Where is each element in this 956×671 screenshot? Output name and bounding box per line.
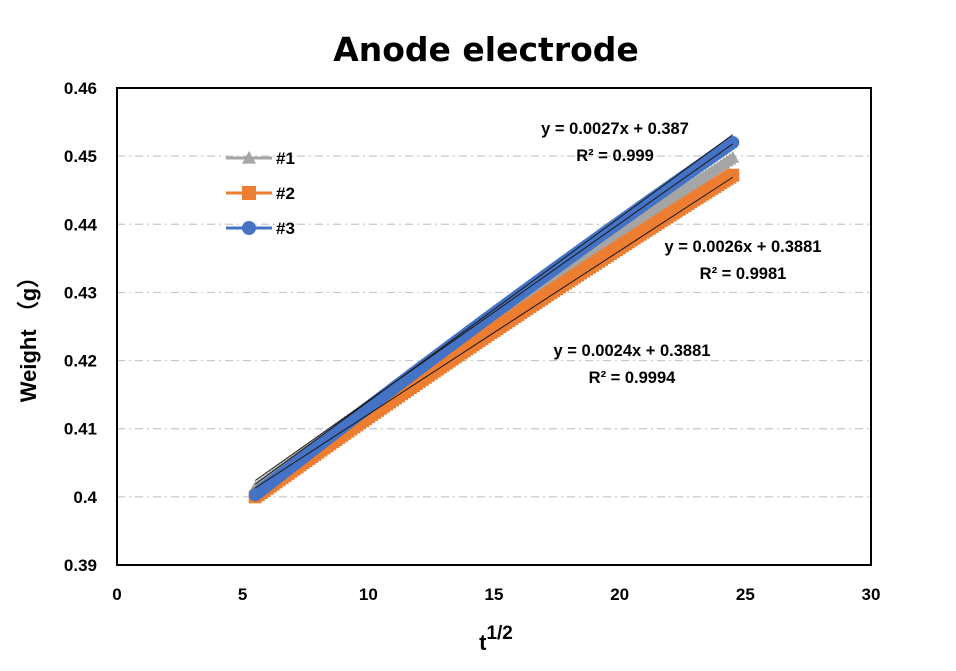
trendline: [254, 176, 734, 489]
x-tick-label: 15: [485, 585, 504, 604]
data-point: [726, 151, 740, 163]
legend-label: #2: [276, 184, 295, 203]
trend-annotation-3: y = 0.0026x + 0.3881 R² = 0.9981: [665, 238, 822, 283]
legend-marker: [242, 221, 256, 235]
legend-label: #1: [276, 149, 295, 168]
x-tick-label: 30: [862, 585, 881, 604]
equation-series-1: y = 0.0027x + 0.387: [541, 120, 689, 138]
x-axis-label-sup: 1/2: [486, 623, 512, 644]
equation-series-3: y = 0.0026x + 0.3881: [665, 238, 822, 256]
chart-title: Anode electrode: [333, 30, 639, 69]
y-tick-label: 0.41: [64, 420, 97, 439]
r2-series-2: R² = 0.9994: [589, 369, 677, 387]
equation-series-2: y = 0.0024x + 0.3881: [554, 342, 711, 360]
legend-item-2: #2: [226, 184, 295, 203]
trendlines: [254, 134, 734, 489]
trend-annotation-1: y = 0.0027x + 0.387 R² = 0.999: [541, 120, 689, 165]
y-axis-ticks: 0.39 0.4 0.41 0.42 0.43 0.44 0.45 0.46: [64, 79, 98, 575]
legend-marker: [242, 151, 256, 164]
data-point: [726, 168, 740, 182]
y-tick-label: 0.42: [64, 352, 97, 371]
y-axis-label: Weight （g）: [16, 266, 41, 402]
r2-series-1: R² = 0.999: [576, 147, 654, 165]
series-2: [248, 168, 740, 504]
x-tick-label: 5: [238, 585, 247, 604]
trend-annotation-2: y = 0.0024x + 0.3881 R² = 0.9994: [554, 342, 711, 387]
x-tick-label: 20: [610, 585, 629, 604]
trendline: [254, 143, 734, 481]
trendline: [254, 134, 734, 485]
x-tick-label: 25: [736, 585, 755, 604]
y-tick-label: 0.4: [73, 488, 97, 507]
legend-item-3: #3: [226, 219, 295, 238]
y-tick-label: 0.46: [64, 79, 97, 98]
plot-area-border: [116, 87, 872, 566]
y-tick-label: 0.43: [64, 283, 97, 302]
y-tick-label: 0.44: [64, 215, 98, 234]
r2-series-3: R² = 0.9981: [700, 265, 787, 283]
x-axis-label-base: t: [479, 630, 487, 655]
x-tick-label: 0: [112, 585, 121, 604]
legend-label: #3: [276, 219, 295, 238]
x-axis-label: t1/2: [479, 623, 513, 655]
x-axis-ticks: 0 5 10 15 20 25 30: [112, 585, 880, 604]
y-tick-label: 0.45: [64, 147, 97, 166]
x-tick-label: 10: [359, 585, 378, 604]
legend-marker: [242, 186, 256, 200]
y-tick-label: 0.39: [64, 556, 97, 575]
legend: #1 #2 #3: [226, 149, 295, 238]
legend-item-1: #1: [226, 149, 295, 168]
